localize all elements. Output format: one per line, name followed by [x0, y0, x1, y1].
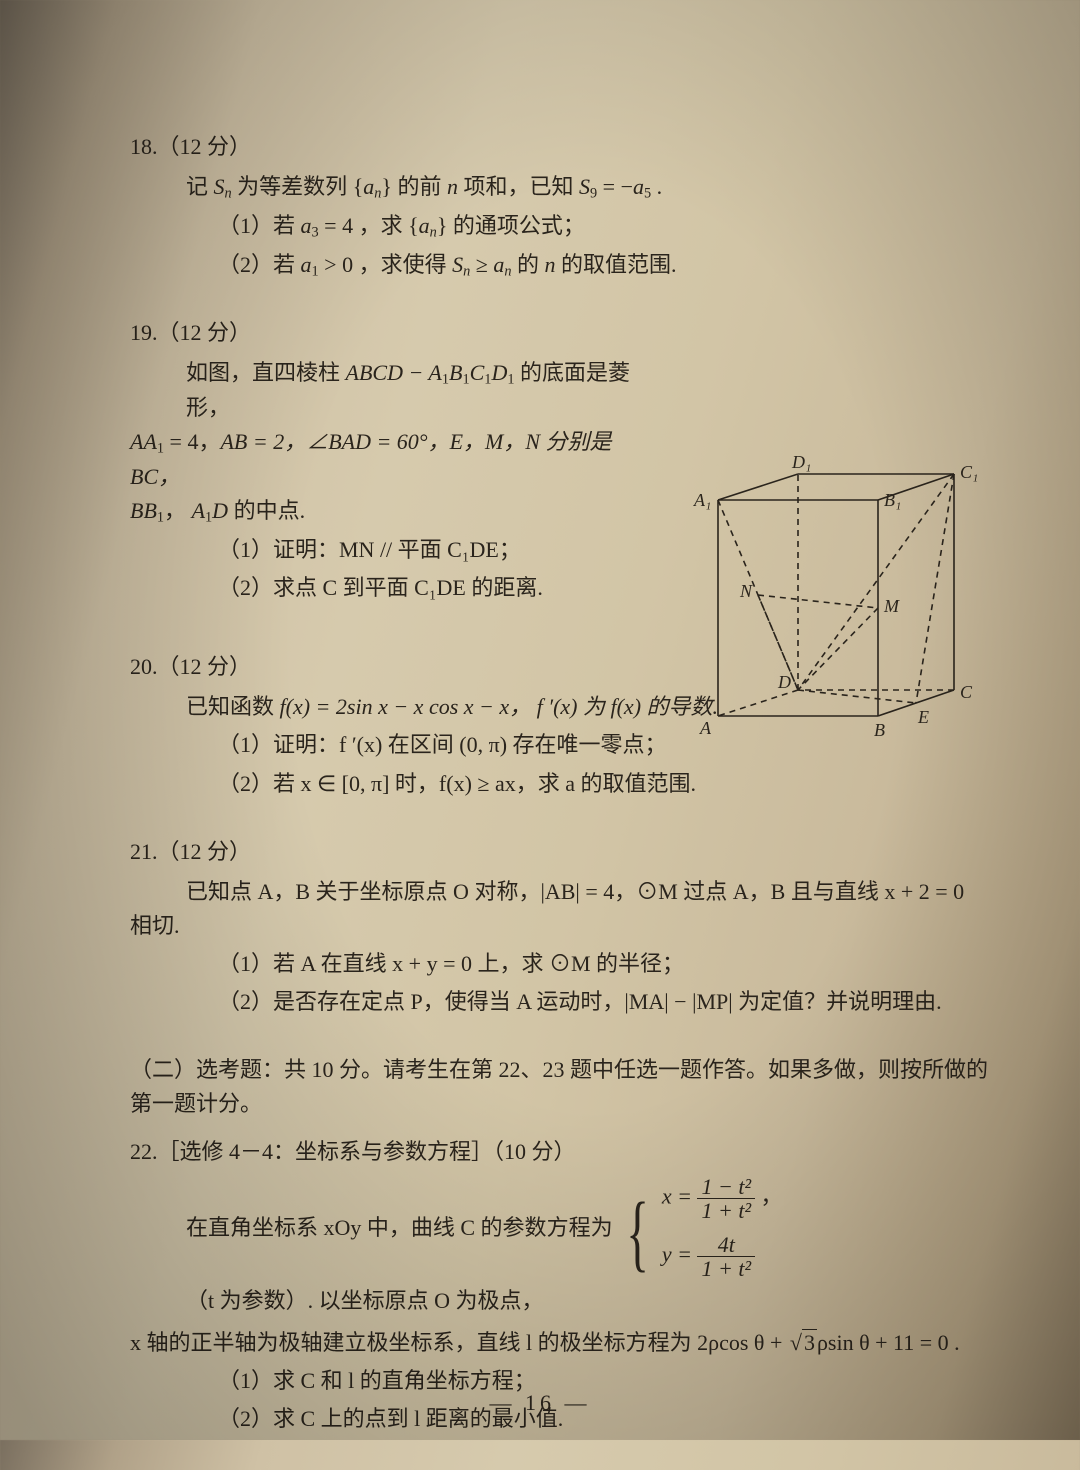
q18-line1: 记 Sn 为等差数列 {an} 的前 n 项和，已知 S9 = −a5 .: [130, 170, 990, 205]
t: 记: [186, 174, 214, 199]
q18-part1: （1）若 a3 = 4 ，求 {an} 的通项公式；: [130, 209, 990, 244]
page-content: 18.（12 分） 记 Sn 为等差数列 {an} 的前 n 项和，已知 S9 …: [130, 130, 990, 1470]
t: x =: [662, 1184, 692, 1209]
svg-text:N: N: [739, 581, 753, 601]
q21-part2: （2）是否存在定点 P，使得当 A 运动时，|MA| − |MP| 为定值？并说…: [130, 985, 990, 1019]
q22-line2: x 轴的正半轴为极轴建立极坐标系，直线 l 的极坐标方程为 2ρcos θ + …: [130, 1326, 990, 1360]
t: 的通项公式；: [453, 213, 585, 238]
q22-head: 22.［选修 4－4：坐标系与参数方程］（10 分）: [130, 1135, 990, 1169]
t: x 轴的正半轴为极轴建立极坐标系，直线 l 的极坐标方程为 2ρcos θ +: [130, 1330, 788, 1355]
q19-line2: AA1 = 4，AB = 2，∠BAD = 60°，E，M，N 分别是 BC，: [130, 425, 650, 494]
page-number: — 16 —: [0, 1390, 1080, 1416]
q18-part2: （2）若 a1 > 0 ，求使得 Sn ≥ an 的 n 的取值范围.: [130, 248, 990, 283]
svg-text:D₁: D₁: [791, 452, 811, 472]
t: 的前: [397, 174, 447, 199]
svg-text:M: M: [883, 596, 900, 616]
t: ρsin θ + 11 = 0 .: [817, 1330, 960, 1355]
section-2-note: （二）选考题：共 10 分。请考生在第 22、23 题中任选一题作答。如果多做，…: [130, 1053, 990, 1121]
t: （t 为参数）. 以坐标原点 O 为极点，: [186, 1284, 544, 1318]
question-18: 18.（12 分） 记 Sn 为等差数列 {an} 的前 n 项和，已知 S9 …: [130, 130, 990, 282]
t: 1 + t²: [697, 1199, 755, 1222]
t: ，求使得: [359, 252, 453, 277]
q22-line1: 在直角坐标系 xOy 中，曲线 C 的参数方程为 { x = 1 − t²1 +…: [130, 1175, 990, 1317]
t: 的: [517, 252, 545, 277]
q19-line3: BB1， A1D 的中点.: [130, 494, 650, 529]
svg-text:B: B: [874, 720, 885, 740]
t: 1 + t²: [697, 1257, 755, 1280]
q21-part1: （1）若 A 在直线 x + y = 0 上，求 ⊙M 的半径；: [130, 947, 990, 981]
t: ，求: [359, 213, 409, 238]
t: （2）若: [218, 252, 301, 277]
q20-part2: （2）若 x ∈ [0, π] 时，f(x) ≥ ax，求 a 的取值范围.: [130, 767, 990, 801]
t: 1 − t²: [697, 1175, 755, 1199]
t: （1）若: [218, 213, 301, 238]
t: 的取值范围.: [561, 252, 677, 277]
t: AA: [130, 429, 157, 454]
svg-text:D: D: [777, 672, 791, 692]
svg-text:B₁: B₁: [884, 490, 901, 510]
svg-text:A₁: A₁: [693, 490, 711, 510]
t: 为等差数列: [237, 174, 353, 199]
q19-figure: A B C D A₁ B₁ C₁ D₁ E M N: [682, 454, 982, 754]
svg-text:C: C: [960, 682, 973, 702]
q18-head: 18.（12 分）: [130, 130, 990, 164]
svg-text:E: E: [917, 707, 929, 727]
t: （二）选考题：共 10 分。请考生在第 22、23 题中任选一题作答。如果多做，…: [130, 1053, 990, 1121]
q19-head: 19.（12 分）: [130, 316, 650, 350]
prism-svg: A B C D A₁ B₁ C₁ D₁ E M N: [682, 454, 982, 754]
svg-text:A: A: [699, 718, 712, 738]
param-eqs: x = 1 − t²1 + t² ， y = 4t1 + t²: [662, 1175, 783, 1279]
t: 4t: [697, 1233, 755, 1257]
t: y =: [662, 1241, 692, 1266]
t: 如图，直四棱柱: [186, 360, 346, 385]
svg-text:C₁: C₁: [960, 462, 978, 482]
q21-head: 21.（12 分）: [130, 835, 990, 869]
question-21: 21.（12 分） 已知点 A，B 关于坐标原点 O 对称，|AB| = 4，⊙…: [130, 835, 990, 1019]
t: = 4，: [164, 429, 220, 454]
q19-part1: （1）证明：MN // 平面 C₁DE；: [130, 533, 650, 567]
q19-line1: 如图，直四棱柱 ABCD − A1B1C1D1 的底面是菱形，: [130, 356, 650, 425]
t: 已知函数: [186, 694, 280, 719]
t: 在直角坐标系 xOy 中，曲线 C 的参数方程为: [186, 1211, 613, 1245]
q21-line1b: 相切.: [130, 909, 990, 943]
t: 项和，已知: [463, 174, 579, 199]
t: ，: [761, 1184, 783, 1209]
t: 3: [802, 1329, 817, 1355]
q19-part2: （2）求点 C 到平面 C₁DE 的距离.: [130, 571, 650, 605]
t: f(x) = 2sin x − x cos x − x，: [280, 694, 532, 719]
q21-line1: 已知点 A，B 关于坐标原点 O 对称，|AB| = 4，⊙M 过点 A，B 且…: [130, 875, 990, 909]
question-19: 19.（12 分） 如图，直四棱柱 ABCD − A1B1C1D1 的底面是菱形…: [130, 316, 990, 616]
